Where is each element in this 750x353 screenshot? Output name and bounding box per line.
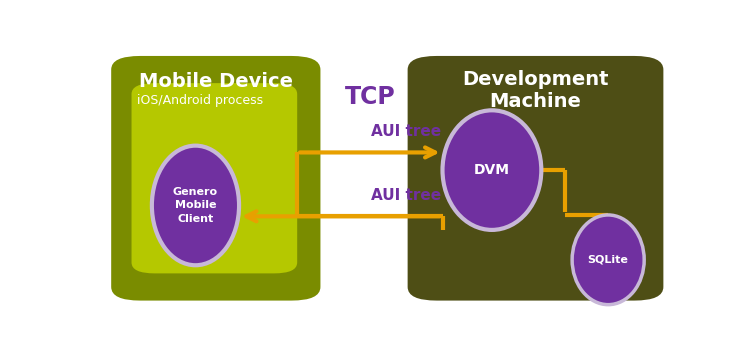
Ellipse shape	[442, 110, 542, 230]
Text: SQLite: SQLite	[588, 255, 628, 265]
Text: Development
Machine: Development Machine	[462, 70, 609, 110]
Text: DVM: DVM	[474, 163, 510, 177]
FancyBboxPatch shape	[111, 56, 320, 301]
Text: Genero
Mobile
Client: Genero Mobile Client	[173, 187, 218, 224]
Text: AUI tree: AUI tree	[371, 188, 441, 203]
Text: iOS/Android process: iOS/Android process	[137, 94, 263, 107]
Text: TCP: TCP	[344, 85, 395, 109]
FancyBboxPatch shape	[131, 83, 297, 273]
Text: AUI tree: AUI tree	[371, 124, 441, 139]
Ellipse shape	[152, 146, 239, 265]
Ellipse shape	[572, 215, 644, 305]
Text: Mobile Device: Mobile Device	[139, 72, 292, 91]
FancyBboxPatch shape	[408, 56, 663, 301]
